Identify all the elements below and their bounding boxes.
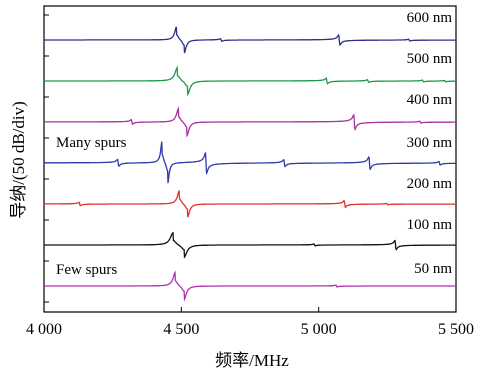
series-line-300nm [44, 141, 456, 184]
series-labels: 600 nm 500 nm 400 nm 300 nm 200 nm 100 n… [407, 10, 453, 277]
x-axis-title: 频率/MHz [215, 351, 289, 370]
x-tick-label: 5 500 [438, 321, 474, 338]
x-axis: 4 000 4 500 5 000 5 500 [26, 307, 474, 338]
x-tick-label: 4 000 [26, 321, 62, 338]
series-line-50nm [44, 270, 456, 302]
series-label-600nm: 600 nm [407, 10, 453, 26]
series-label-50nm: 50 nm [414, 261, 452, 277]
series-label-100nm: 100 nm [407, 217, 453, 233]
series-line-100nm [44, 231, 456, 259]
series-label-500nm: 500 nm [407, 51, 453, 67]
series-label-400nm: 400 nm [407, 92, 453, 108]
annotation-few-spurs: Few spurs [56, 262, 117, 278]
series-line-500nm [44, 65, 456, 97]
x-tick-label: 4 500 [163, 321, 199, 338]
series-label-300nm: 300 nm [407, 135, 453, 151]
x-tick-label: 5 000 [301, 321, 337, 338]
annotation-many-spurs: Many spurs [56, 135, 127, 151]
series-label-200nm: 200 nm [407, 176, 453, 192]
series-line-400nm [44, 106, 456, 138]
y-axis [44, 14, 49, 303]
series-line-200nm [44, 190, 456, 218]
y-axis-title: 导纳/(50 dB/div) [9, 101, 28, 219]
plot-frame [43, 5, 457, 313]
series-line-600nm [44, 26, 456, 54]
series-layer [44, 26, 456, 302]
